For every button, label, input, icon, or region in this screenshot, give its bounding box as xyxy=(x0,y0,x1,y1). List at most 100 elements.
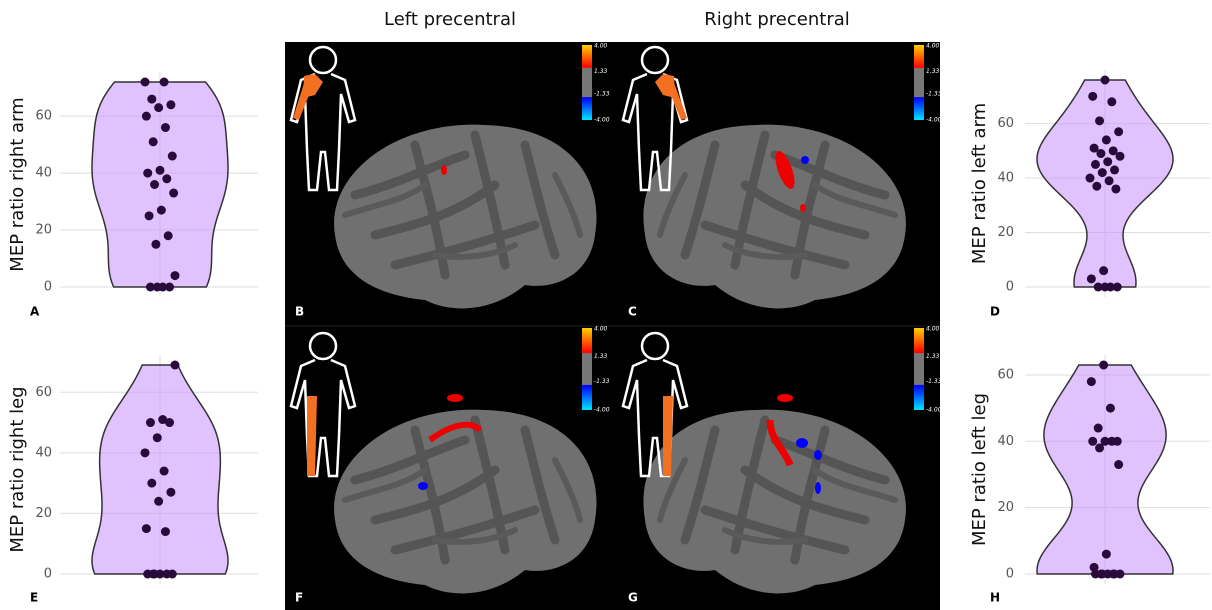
data-point xyxy=(1115,151,1125,161)
y-tick-label: 60 xyxy=(997,116,1014,131)
data-point xyxy=(151,239,161,249)
violin xyxy=(91,81,229,288)
data-point xyxy=(155,165,165,175)
panel-letter: F xyxy=(295,591,303,605)
colorbar-label: -1.33 xyxy=(926,90,942,97)
panel-letter: A xyxy=(30,305,40,319)
data-point xyxy=(1100,282,1110,292)
y-tick-label: 0 xyxy=(44,567,52,582)
data-point xyxy=(147,94,157,104)
y-tick-label: 60 xyxy=(35,385,52,400)
data-point xyxy=(152,433,162,443)
data-point xyxy=(1114,127,1124,137)
data-point xyxy=(165,418,175,428)
colorbar-label: 4.00 xyxy=(594,326,608,333)
panel-letter: B xyxy=(295,305,304,319)
data-point xyxy=(1089,143,1099,153)
data-point xyxy=(156,205,166,215)
data-point xyxy=(167,151,177,161)
colorbar-label: -1.33 xyxy=(594,378,610,385)
data-point xyxy=(1088,436,1098,446)
colorbar-label: 1.33 xyxy=(594,353,608,360)
colorbar-label: 4.00 xyxy=(926,326,940,333)
y-tick-label: 0 xyxy=(1006,280,1014,295)
data-point xyxy=(1099,360,1109,370)
y-tick-label: 60 xyxy=(35,109,52,124)
data-point xyxy=(152,282,162,292)
data-point xyxy=(170,360,180,370)
y-tick-label: 20 xyxy=(997,225,1014,240)
brain-panels xyxy=(285,42,940,610)
data-point xyxy=(160,527,170,537)
data-point xyxy=(1086,274,1096,284)
y-tick-label: 40 xyxy=(997,171,1014,186)
data-point xyxy=(1110,165,1120,175)
data-point xyxy=(166,487,176,497)
data-point xyxy=(143,168,153,178)
violin xyxy=(1036,79,1174,288)
y-tick-label: 20 xyxy=(997,500,1014,515)
panel-letter: E xyxy=(30,591,38,605)
data-point xyxy=(1095,116,1105,126)
colorbar-label: -4.00 xyxy=(594,117,610,124)
y-tick-label: 40 xyxy=(35,445,52,460)
data-point xyxy=(1090,159,1100,169)
colorbar-label: -1.33 xyxy=(926,378,942,385)
y-tick-label: 60 xyxy=(997,367,1014,382)
y-axis-label: MEP ratio left arm xyxy=(969,103,990,264)
data-point xyxy=(147,478,157,488)
y-tick-label: 20 xyxy=(35,223,52,238)
colorbar-label: 1.33 xyxy=(926,353,940,360)
data-point xyxy=(162,569,172,579)
column-header: Left precentral xyxy=(384,9,516,30)
y-tick-label: 0 xyxy=(44,280,52,295)
data-point xyxy=(1100,436,1110,446)
data-point xyxy=(1097,168,1107,178)
data-point xyxy=(1099,266,1109,276)
colorbar-label: -4.00 xyxy=(594,407,610,414)
violin xyxy=(1036,364,1174,575)
colorbar-label: 1.33 xyxy=(594,68,608,75)
data-point xyxy=(140,77,150,87)
column-header: Right precentral xyxy=(704,9,850,30)
data-point xyxy=(1105,403,1115,413)
data-point xyxy=(159,466,169,476)
data-point xyxy=(1090,569,1100,579)
data-point xyxy=(160,123,170,133)
data-point xyxy=(1107,436,1117,446)
colorbar-label: 1.33 xyxy=(926,68,940,75)
y-axis-label: MEP ratio right leg xyxy=(7,386,28,552)
data-point xyxy=(1104,176,1114,186)
data-point xyxy=(1093,282,1103,292)
colorbar-label: 4.00 xyxy=(594,43,608,50)
data-point xyxy=(1096,149,1106,159)
data-point xyxy=(1085,173,1095,183)
data-point xyxy=(169,188,179,198)
data-point xyxy=(1114,460,1124,470)
data-point xyxy=(1100,75,1110,85)
data-point xyxy=(1097,569,1107,579)
data-point xyxy=(170,271,180,281)
data-point xyxy=(1086,377,1096,387)
data-point xyxy=(1111,184,1121,194)
data-point xyxy=(144,211,154,221)
data-point xyxy=(154,496,164,506)
data-point xyxy=(162,174,172,184)
data-point xyxy=(159,77,169,87)
data-point xyxy=(150,569,160,579)
panel-letter: C xyxy=(628,305,637,319)
data-point xyxy=(141,524,151,534)
y-tick-label: 20 xyxy=(35,506,52,521)
data-point xyxy=(166,100,176,110)
colorbar-label: -1.33 xyxy=(594,90,610,97)
y-tick-label: 0 xyxy=(1006,567,1014,582)
data-point xyxy=(1110,569,1120,579)
data-point xyxy=(1112,282,1122,292)
panel-letter: G xyxy=(628,591,638,605)
data-point xyxy=(1101,549,1111,559)
data-point xyxy=(140,448,150,458)
y-tick-label: 40 xyxy=(997,434,1014,449)
colorbar-label: -4.00 xyxy=(926,117,942,124)
data-point xyxy=(1088,91,1098,101)
